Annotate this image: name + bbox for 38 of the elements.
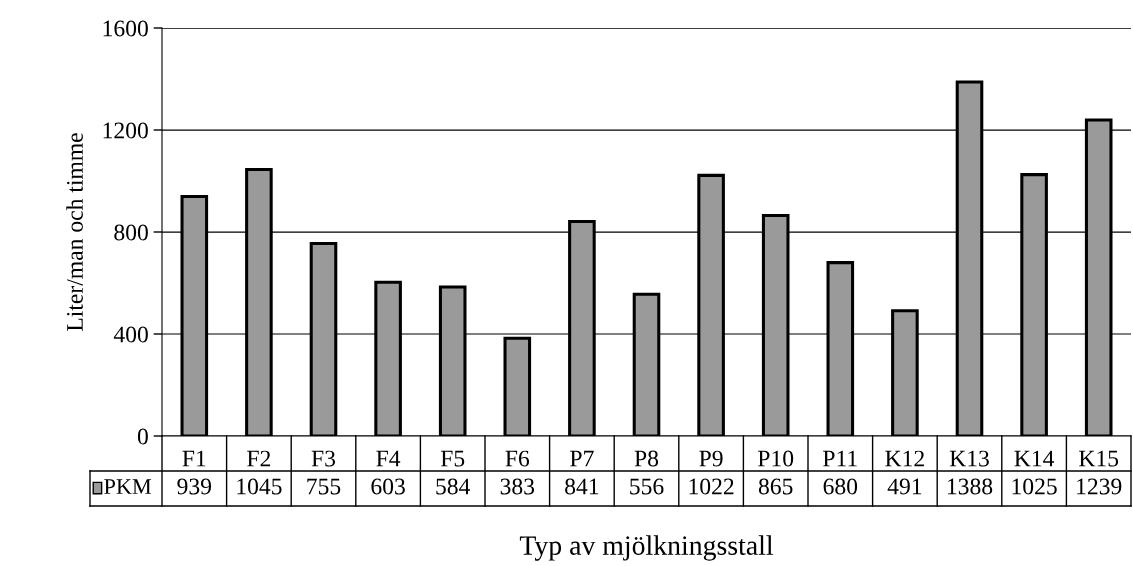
- y-tick-label: 1200: [103, 122, 148, 139]
- x-tick-label: P7: [570, 450, 594, 467]
- y-tick-label: 0: [137, 428, 148, 445]
- y-axis-title: Liter/man och timme: [66, 133, 83, 331]
- x-tick-label: F6: [505, 450, 530, 467]
- x-axis-title: Typ av mjölkningsstall: [519, 535, 774, 561]
- x-tick-label: P9: [699, 450, 723, 467]
- y-tick-label: 800: [114, 224, 148, 241]
- x-tick-label: F1: [182, 450, 206, 467]
- y-tick-label: 400: [113, 326, 148, 343]
- data-label: 865: [758, 478, 793, 495]
- data-label: 491: [887, 478, 922, 495]
- y-tick-label: 1600: [103, 20, 148, 37]
- data-label: 1025: [1012, 478, 1057, 495]
- data-label: 383: [500, 478, 535, 495]
- x-tick-label: P10: [758, 450, 794, 467]
- x-tick-label: K13: [949, 450, 989, 467]
- data-label: 841: [565, 478, 599, 495]
- data-label: 680: [823, 478, 858, 495]
- x-tick-label: F5: [440, 450, 465, 467]
- x-tick-label: P8: [634, 450, 659, 467]
- data-label: 1045: [237, 478, 282, 495]
- x-tick-label: K14: [1014, 450, 1055, 467]
- data-label: 1388: [947, 478, 993, 495]
- legend-label: PKM: [104, 479, 152, 494]
- data-label: 556: [630, 478, 664, 495]
- data-label: 1022: [689, 478, 734, 495]
- data-label: 755: [307, 478, 341, 495]
- x-tick-label: K15: [1079, 450, 1119, 467]
- data-label: 1239: [1077, 478, 1122, 495]
- x-tick-label: K12: [885, 450, 924, 467]
- x-tick-label: F2: [247, 450, 271, 467]
- x-tick-label: F3: [311, 450, 336, 467]
- data-label: 939: [177, 478, 212, 495]
- x-tick-label: F4: [376, 450, 401, 467]
- data-label: 584: [436, 478, 471, 495]
- data-label: 603: [371, 478, 405, 495]
- x-tick-label: P11: [823, 450, 857, 467]
